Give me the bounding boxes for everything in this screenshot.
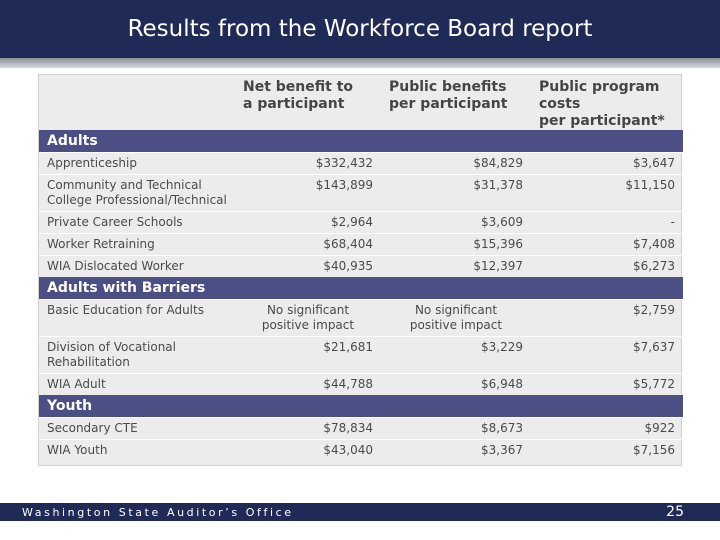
results-table-container: Net benefit to a participant Public benef…: [38, 74, 683, 466]
program-name-cell: WIA Dislocated Worker: [39, 255, 235, 277]
program-name-cell: Division of Vocational Rehabilitation: [39, 336, 235, 374]
section-row: Adults: [39, 130, 683, 153]
footer-org: Washington State Auditor’s Office: [22, 506, 294, 519]
value-cell: $5,772: [531, 373, 683, 395]
value-cell: $332,432: [235, 152, 381, 175]
slide-title-bar: Results from the Workforce Board report: [0, 0, 720, 58]
table-row: Private Career Schools $2,964 $3,609-: [39, 211, 683, 234]
program-name-cell: WIA Youth: [39, 439, 235, 461]
program-name-cell: Community and Technical College Professio…: [39, 174, 235, 212]
results-table: Net benefit to a participant Public benef…: [39, 75, 683, 461]
value-cell: $40,935: [235, 255, 381, 277]
value-cell: $3,647: [531, 152, 683, 175]
value-cell: $143,899: [235, 174, 381, 212]
header-public-benefits: Public benefits per participant: [389, 79, 508, 112]
value-cell: $78,834: [235, 417, 381, 440]
value-cell: No significant positive impact: [381, 299, 531, 337]
value-cell: $7,156: [531, 439, 683, 461]
slide-title: Results from the Workforce Board report: [127, 16, 593, 42]
value-cell: $43,040: [235, 439, 381, 461]
program-name-cell: Worker Retraining: [39, 233, 235, 256]
value-cell: No significant positive impact: [235, 299, 381, 337]
value-cell: $7,408: [531, 233, 683, 256]
value-cell: $11,150: [531, 174, 683, 212]
table-row: WIA Dislocated Worker $40,935 $12,397 $6,27…: [39, 255, 683, 277]
header-blank: [39, 75, 235, 130]
value-cell: $21,681: [235, 336, 381, 374]
bottom-margin: [0, 521, 720, 540]
value-cell: $3,229: [381, 336, 531, 374]
value-cell: $44,788: [235, 373, 381, 395]
page-number: 25: [666, 504, 684, 520]
value-cell: $2,964: [235, 211, 381, 234]
table-row: WIA Youth $43,040 $3,367 $7,156: [39, 439, 683, 461]
table-row: Division of Vocational Rehabilitation $21,…: [39, 336, 683, 374]
program-name-cell: Secondary CTE: [39, 417, 235, 440]
table-row: Basic Education for Adults No significant…: [39, 299, 683, 337]
value-cell: -: [531, 211, 683, 234]
section-label: Adults: [39, 130, 683, 153]
value-cell: $7,637: [531, 336, 683, 374]
table-row: WIA Adult $44,788 $6,948 $5,772: [39, 373, 683, 395]
value-cell: $31,378: [381, 174, 531, 212]
value-cell: $15,396: [381, 233, 531, 256]
program-name-cell: Basic Education for Adults: [39, 299, 235, 337]
table-row: Community and Technical College Professio…: [39, 174, 683, 212]
value-cell: $922: [531, 417, 683, 440]
program-name-cell: Private Career Schools: [39, 211, 235, 234]
table-row: Apprenticeship $332,432 $84,829 $3,647: [39, 152, 683, 175]
value-cell: $84,829: [381, 152, 531, 175]
title-divider: [0, 58, 720, 68]
table-header-row: Net benefit to a participant Public benef…: [39, 75, 683, 130]
value-cell: $12,397: [381, 255, 531, 277]
table-row: Worker Retraining $68,404 $15,396 $7,408: [39, 233, 683, 256]
header-program-costs: Public program costs per participant*: [539, 79, 665, 129]
table-body: Adults Apprenticeship $332,432 $84,829 $3,64…: [39, 130, 683, 461]
value-cell: $8,673: [381, 417, 531, 440]
value-cell: $3,367: [381, 439, 531, 461]
section-label: Adults with Barriers: [39, 277, 683, 300]
value-cell: $2,759: [531, 299, 683, 337]
value-cell: $3,609: [381, 211, 531, 234]
program-name-cell: WIA Adult: [39, 373, 235, 395]
table-row: Secondary CTE $78,834 $8,673 $922: [39, 417, 683, 440]
section-row: Adults with Barriers: [39, 277, 683, 300]
header-net-benefit: Net benefit to a participant: [243, 79, 354, 112]
section-row: Youth: [39, 395, 683, 418]
value-cell: $6,273: [531, 255, 683, 277]
value-cell: $6,948: [381, 373, 531, 395]
program-name-cell: Apprenticeship: [39, 152, 235, 175]
footer-bar: [0, 503, 720, 521]
value-cell: $68,404: [235, 233, 381, 256]
section-label: Youth: [39, 395, 683, 418]
